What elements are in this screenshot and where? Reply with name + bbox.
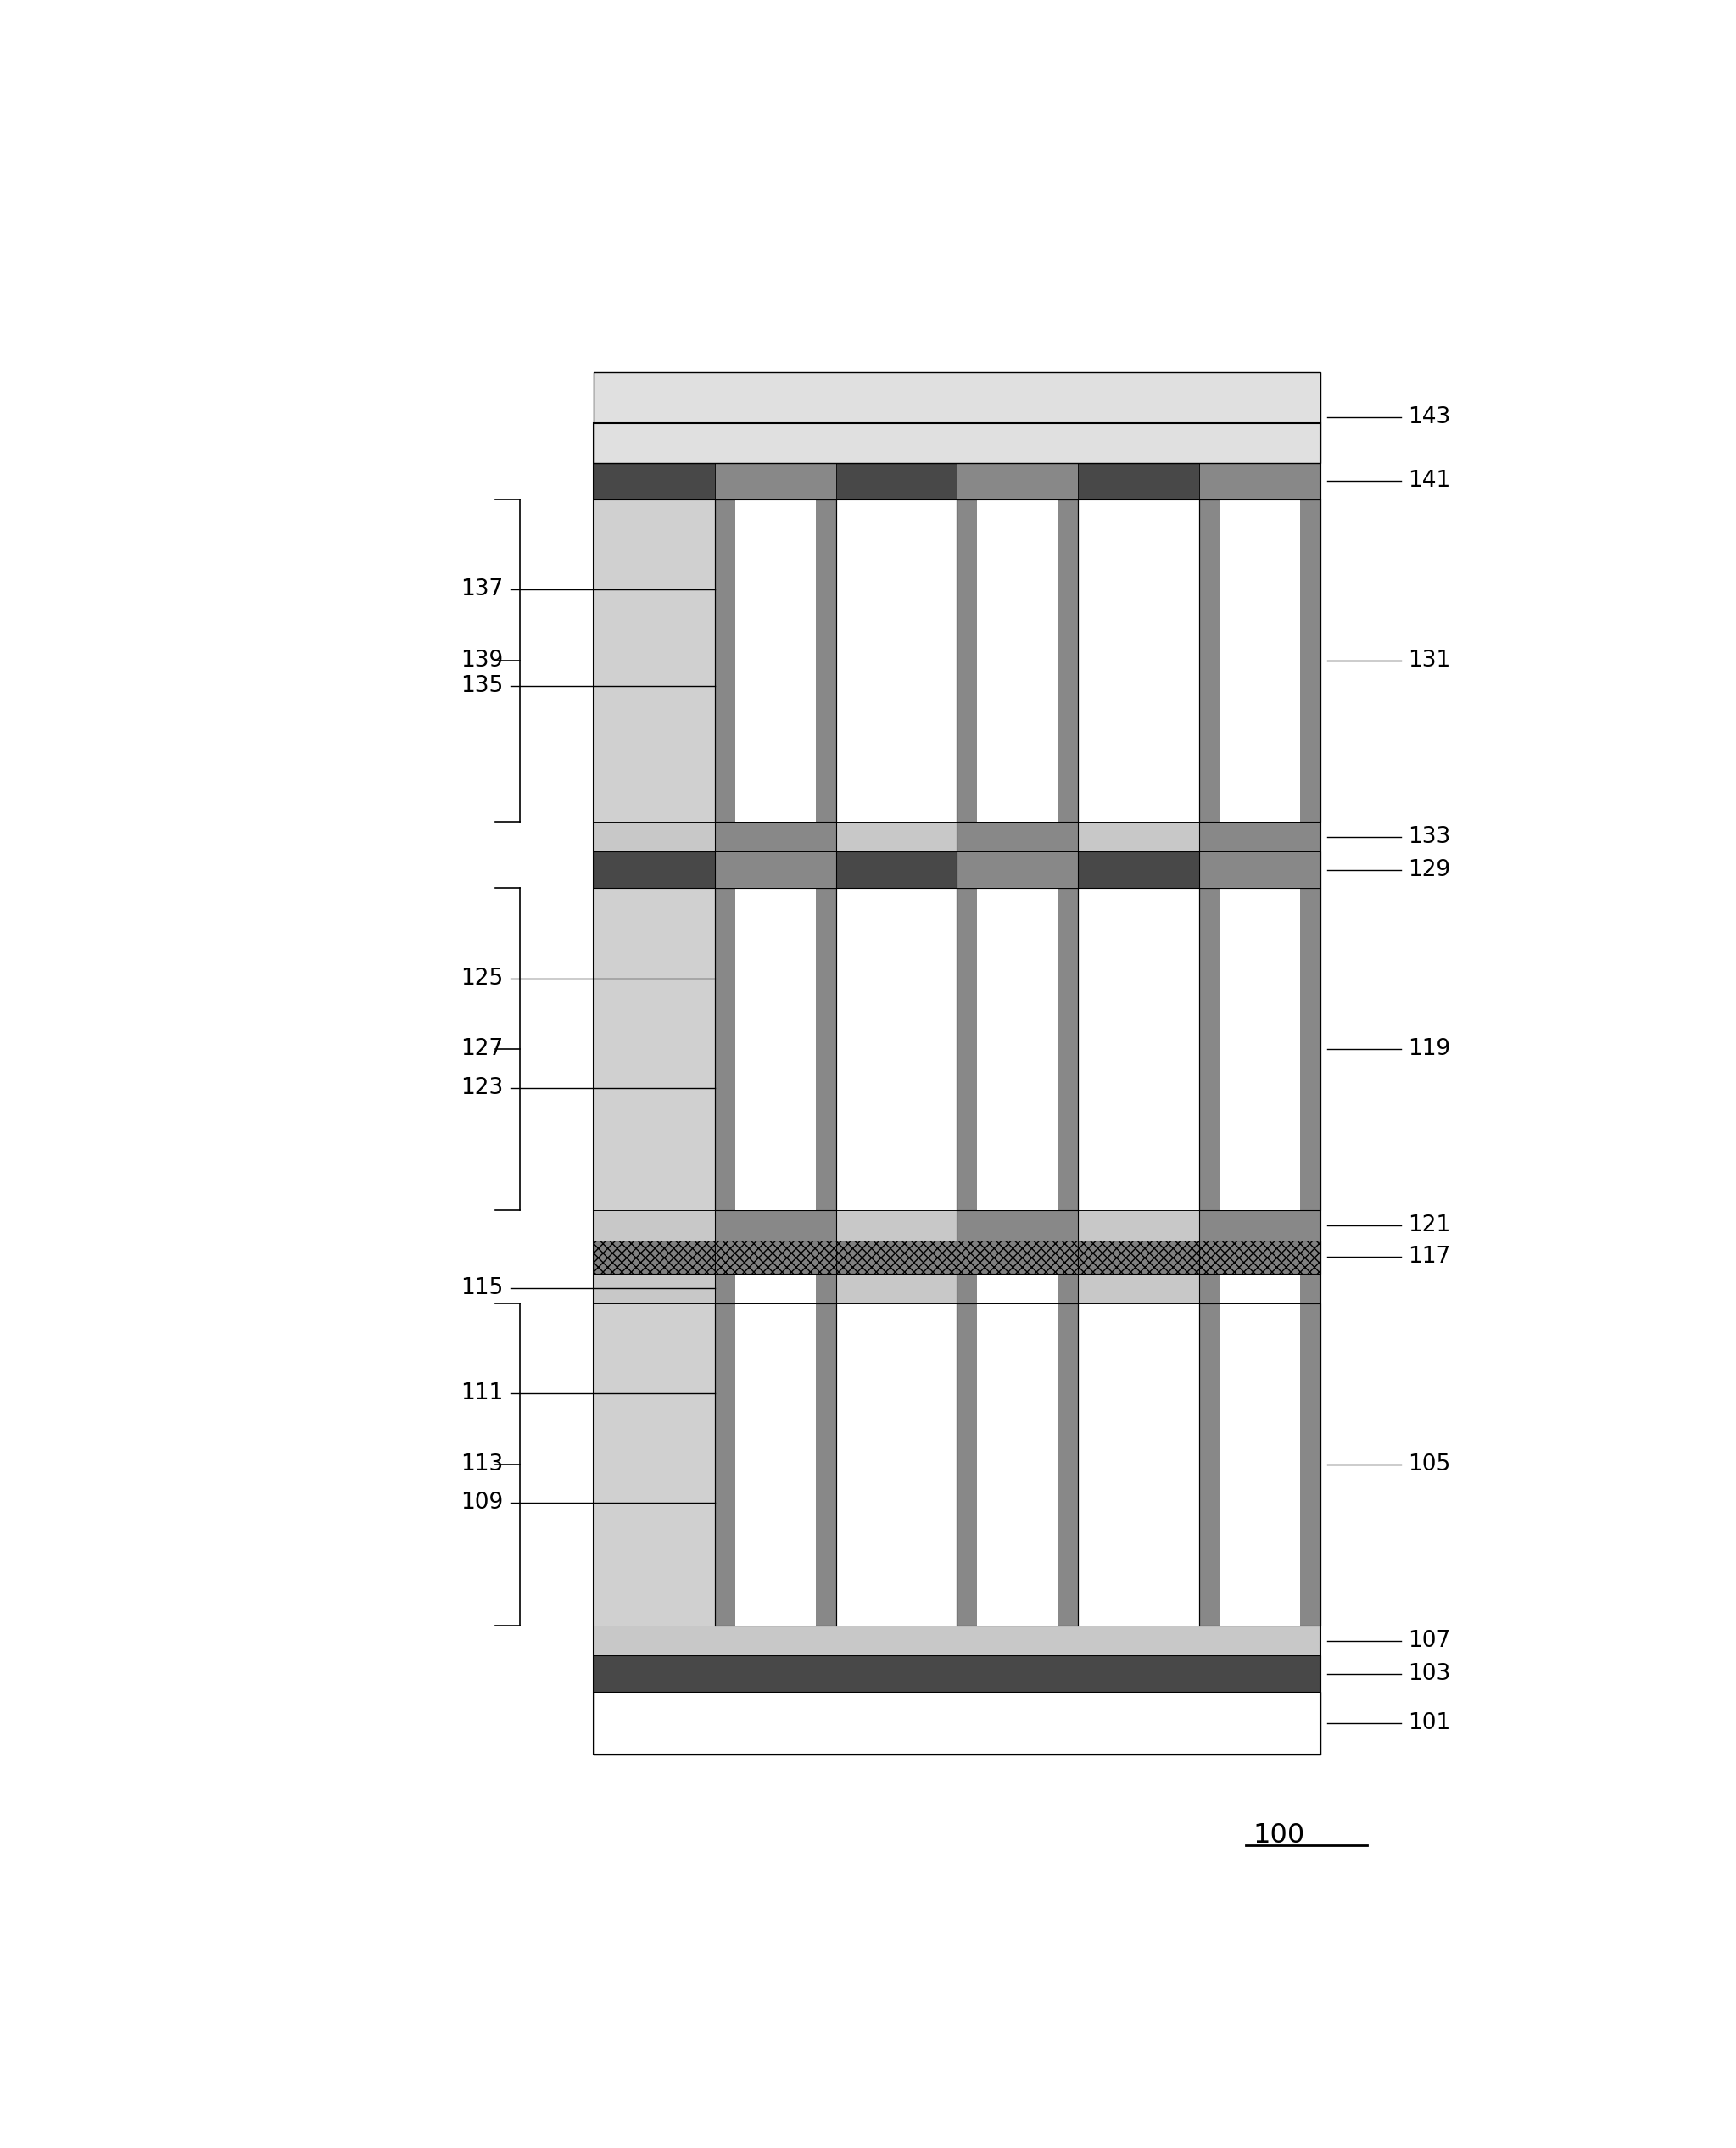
Bar: [1200, 1211, 1319, 1239]
Bar: [977, 1274, 1057, 1304]
Bar: [1078, 1304, 1200, 1626]
Text: 105: 105: [1408, 1454, 1450, 1476]
Bar: [835, 1304, 957, 1626]
Bar: [594, 498, 1319, 823]
Bar: [594, 372, 1319, 462]
Text: 143: 143: [1408, 406, 1450, 427]
Text: 103: 103: [1408, 1663, 1450, 1684]
Text: 101: 101: [1408, 1712, 1450, 1733]
Text: 139: 139: [462, 649, 503, 672]
Bar: [594, 1274, 1319, 1304]
Bar: [594, 423, 1319, 1755]
Bar: [715, 1304, 837, 1626]
Bar: [977, 887, 1057, 1211]
Bar: [594, 851, 1319, 887]
Bar: [594, 887, 715, 1211]
Text: 127: 127: [462, 1037, 503, 1061]
Bar: [1078, 498, 1200, 823]
Bar: [594, 887, 1319, 1211]
Bar: [957, 462, 1078, 498]
Bar: [715, 498, 837, 823]
Text: 117: 117: [1408, 1246, 1450, 1267]
Bar: [594, 1693, 1319, 1755]
Bar: [594, 498, 715, 823]
Bar: [715, 1274, 837, 1304]
Bar: [594, 1656, 1319, 1693]
Bar: [734, 1304, 816, 1626]
Text: 141: 141: [1408, 470, 1450, 492]
Text: 129: 129: [1408, 859, 1450, 881]
Bar: [715, 462, 837, 498]
Bar: [1200, 498, 1319, 823]
Bar: [715, 887, 837, 1211]
Text: 121: 121: [1408, 1214, 1450, 1237]
Text: 100: 100: [1253, 1822, 1305, 1849]
Bar: [835, 498, 957, 823]
Bar: [957, 823, 1078, 851]
Bar: [734, 498, 816, 823]
Bar: [957, 851, 1078, 887]
Text: 113: 113: [462, 1454, 503, 1476]
Bar: [1219, 887, 1300, 1211]
Text: 123: 123: [462, 1076, 503, 1100]
Bar: [1219, 498, 1300, 823]
Bar: [957, 1274, 1078, 1304]
Bar: [594, 823, 1319, 851]
Bar: [977, 1304, 1057, 1626]
Text: 115: 115: [462, 1278, 503, 1300]
Bar: [957, 1304, 1078, 1626]
Bar: [1219, 1304, 1300, 1626]
Bar: [1200, 823, 1319, 851]
Bar: [594, 1304, 715, 1626]
Bar: [594, 1211, 1319, 1239]
Text: 135: 135: [462, 674, 503, 698]
Text: 107: 107: [1408, 1630, 1450, 1652]
Bar: [715, 823, 837, 851]
Text: 131: 131: [1408, 649, 1450, 672]
Bar: [957, 498, 1078, 823]
Bar: [835, 887, 957, 1211]
Text: 133: 133: [1408, 825, 1450, 848]
Bar: [1200, 887, 1319, 1211]
Text: 109: 109: [462, 1493, 503, 1514]
Bar: [734, 887, 816, 1211]
Text: 111: 111: [462, 1383, 503, 1405]
Bar: [594, 462, 1319, 498]
Bar: [957, 1211, 1078, 1239]
Bar: [1200, 1304, 1319, 1626]
Bar: [1200, 851, 1319, 887]
Bar: [1200, 1274, 1319, 1304]
Bar: [594, 1626, 1319, 1656]
Bar: [977, 498, 1057, 823]
Bar: [1200, 462, 1319, 498]
Text: 137: 137: [462, 578, 503, 601]
Bar: [594, 1304, 1319, 1626]
Bar: [1219, 1274, 1300, 1304]
Bar: [957, 887, 1078, 1211]
Bar: [594, 1239, 1319, 1274]
Bar: [1078, 887, 1200, 1211]
Text: 125: 125: [462, 967, 503, 990]
Bar: [734, 1274, 816, 1304]
Bar: [715, 1211, 837, 1239]
Text: 119: 119: [1408, 1037, 1450, 1061]
Bar: [715, 851, 837, 887]
